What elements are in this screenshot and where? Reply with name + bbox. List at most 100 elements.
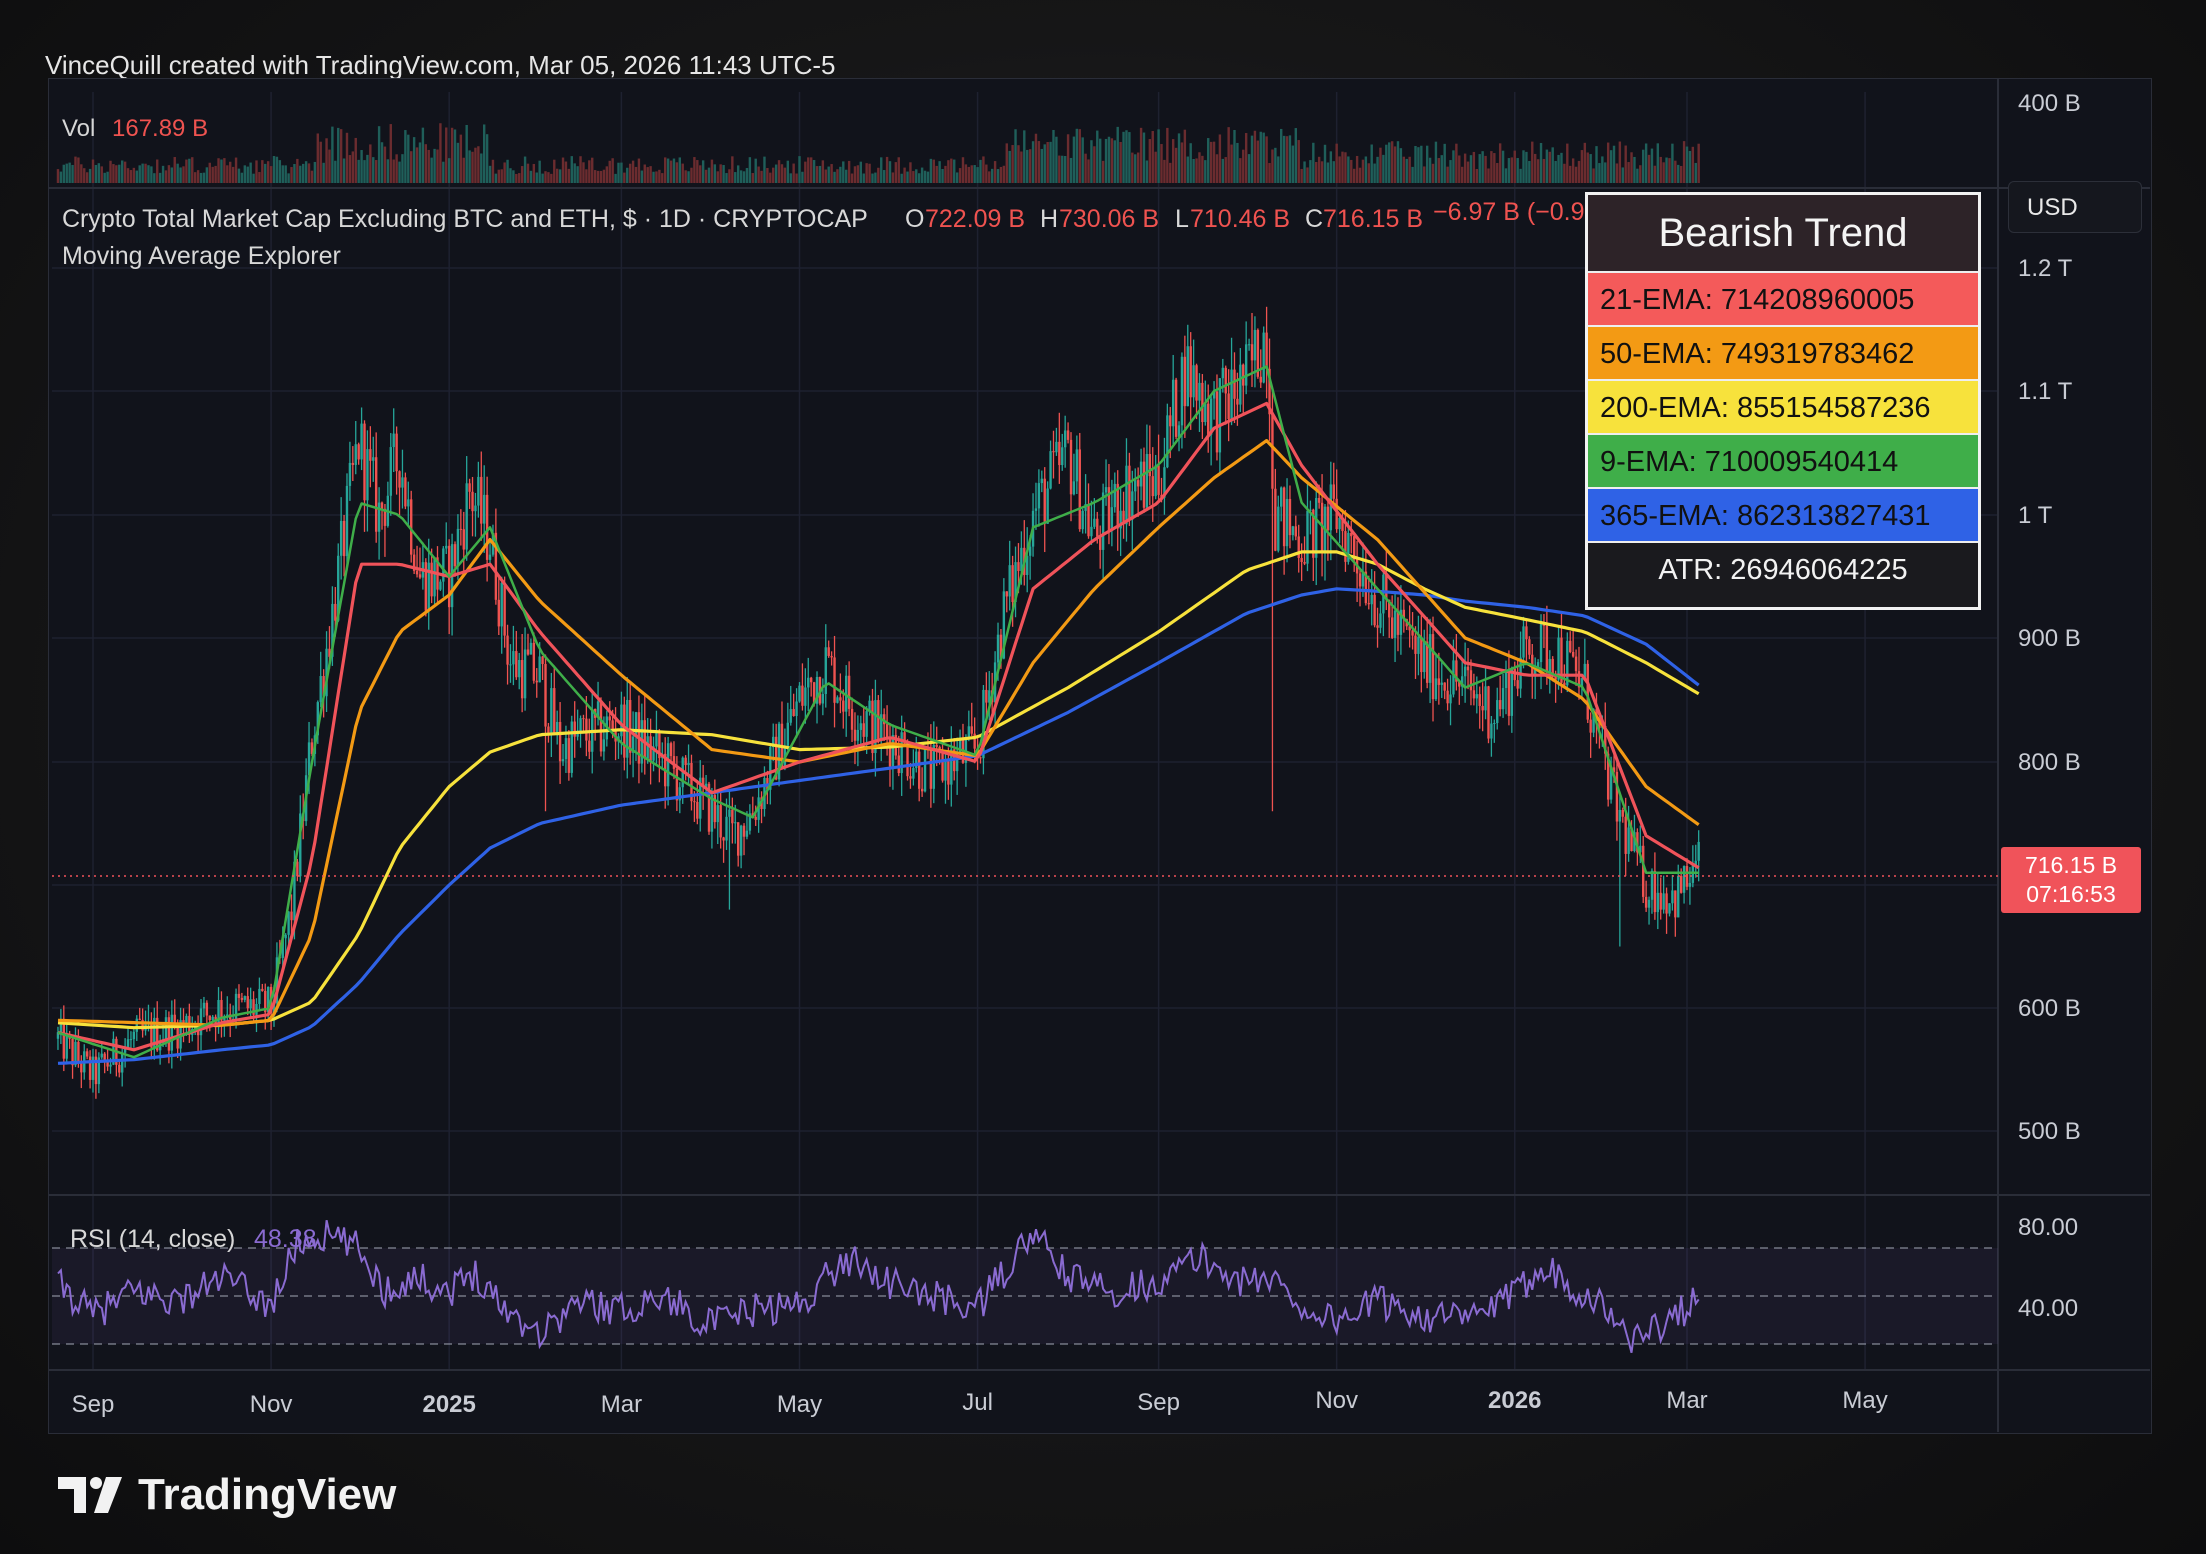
candle-body bbox=[1236, 398, 1239, 405]
ohlc-o-value: 722.09 B bbox=[925, 205, 1025, 233]
volume-bar bbox=[882, 170, 886, 183]
candle-body bbox=[611, 720, 614, 732]
volume-bar bbox=[1662, 162, 1665, 183]
candle-body bbox=[620, 704, 623, 737]
candle-body bbox=[1034, 508, 1038, 511]
candle-body bbox=[465, 483, 468, 550]
candle-body bbox=[118, 1064, 121, 1073]
candle-body bbox=[1154, 465, 1157, 497]
volume-bar bbox=[1084, 153, 1087, 183]
candle-body bbox=[555, 721, 559, 734]
candle-body bbox=[1414, 635, 1417, 654]
candle-body bbox=[120, 1052, 124, 1073]
volume-bar bbox=[1545, 149, 1549, 183]
volume-bar bbox=[1694, 162, 1697, 183]
candle-body bbox=[769, 747, 772, 790]
volume-bar bbox=[266, 161, 270, 183]
candle-body bbox=[199, 1008, 203, 1036]
volume-bar bbox=[804, 161, 807, 183]
candle-body bbox=[1020, 547, 1023, 571]
candle-body bbox=[1408, 626, 1411, 631]
ohlc-h-value: 730.06 B bbox=[1059, 205, 1159, 233]
candle-body bbox=[1066, 430, 1070, 440]
volume-bar bbox=[410, 151, 413, 183]
volume-bar bbox=[801, 171, 804, 183]
volume-bar bbox=[772, 167, 775, 183]
candle-body bbox=[1566, 640, 1569, 686]
candle-body bbox=[418, 574, 422, 578]
volume-bar bbox=[223, 158, 226, 183]
candle-body bbox=[173, 1014, 176, 1025]
volume-bar bbox=[1274, 147, 1277, 183]
candle-body bbox=[1174, 379, 1178, 437]
volume-bar bbox=[681, 163, 684, 183]
volume-bar bbox=[996, 169, 1000, 183]
volume-bar bbox=[433, 148, 436, 183]
candle-body bbox=[243, 996, 247, 1000]
candle-body bbox=[1093, 518, 1096, 527]
volume-bar bbox=[1563, 163, 1566, 183]
volume-bar bbox=[424, 144, 428, 183]
volume-bar bbox=[716, 171, 719, 183]
volume-bar bbox=[885, 156, 889, 183]
volume-bar bbox=[912, 171, 915, 183]
volume-bar bbox=[1569, 165, 1572, 183]
volume-bar bbox=[1034, 133, 1038, 183]
volume-bar bbox=[497, 169, 500, 183]
volume-bar bbox=[1551, 147, 1554, 183]
candle-body bbox=[290, 911, 293, 921]
candle-body bbox=[1128, 465, 1131, 520]
price-axis-label: 900 B bbox=[2018, 625, 2081, 652]
volume-bar bbox=[1259, 131, 1262, 183]
candle-body bbox=[1639, 845, 1642, 853]
volume-bar bbox=[436, 149, 439, 183]
currency-button[interactable]: USD bbox=[2008, 181, 2142, 233]
volume-bar bbox=[783, 167, 787, 183]
volume-bar bbox=[1420, 145, 1423, 183]
volume-bar bbox=[68, 162, 71, 183]
volume-bar bbox=[1204, 160, 1207, 183]
candle-body bbox=[424, 562, 428, 611]
volume-bar bbox=[1507, 158, 1511, 183]
price-axis-label: 600 B bbox=[2018, 995, 2081, 1022]
volume-bar bbox=[161, 165, 165, 183]
candle-body bbox=[1461, 676, 1464, 687]
candle-body bbox=[1583, 663, 1587, 679]
volume-bar bbox=[763, 156, 766, 183]
volume-bar bbox=[1212, 141, 1216, 183]
candle-body bbox=[891, 735, 895, 767]
candle-body bbox=[1136, 480, 1140, 487]
price-axis[interactable]: 1.2 T 1.1 T 1 T 900 B 800 B 600 B 500 B bbox=[2018, 255, 2081, 1145]
volume-bar bbox=[1388, 142, 1391, 183]
volume-bar bbox=[1256, 140, 1260, 183]
candle-body bbox=[988, 690, 991, 703]
time-axis[interactable]: Sep Nov 2025 Mar May Jul Sep Nov 2026 Mar May bbox=[72, 1387, 1888, 1418]
candle-body bbox=[1498, 700, 1502, 710]
volume-bar bbox=[512, 170, 515, 183]
candle-body bbox=[885, 724, 889, 739]
volume-bar bbox=[299, 165, 302, 183]
volume-bar bbox=[1113, 140, 1116, 183]
candle-body bbox=[500, 582, 503, 627]
volume-bar bbox=[593, 170, 597, 183]
volume-bar bbox=[193, 172, 197, 183]
volume-bar bbox=[1215, 154, 1219, 183]
volume-bar bbox=[920, 167, 924, 183]
volume-bar bbox=[973, 165, 976, 183]
candle-body bbox=[1090, 526, 1093, 537]
volume-bar bbox=[1560, 152, 1563, 183]
volume-bar bbox=[1023, 130, 1026, 183]
candle-body bbox=[684, 757, 687, 766]
volume-bar bbox=[1107, 136, 1111, 183]
candle-body bbox=[1612, 767, 1616, 772]
candle-body bbox=[1644, 896, 1648, 908]
volume-bar bbox=[62, 164, 66, 183]
candle-body bbox=[1204, 403, 1207, 423]
candle-body bbox=[404, 477, 407, 507]
candle-body bbox=[1671, 890, 1674, 904]
candle-body bbox=[410, 499, 413, 555]
volume-bar bbox=[877, 167, 880, 183]
candle-body bbox=[1379, 613, 1382, 628]
volume-bar bbox=[1247, 154, 1251, 183]
